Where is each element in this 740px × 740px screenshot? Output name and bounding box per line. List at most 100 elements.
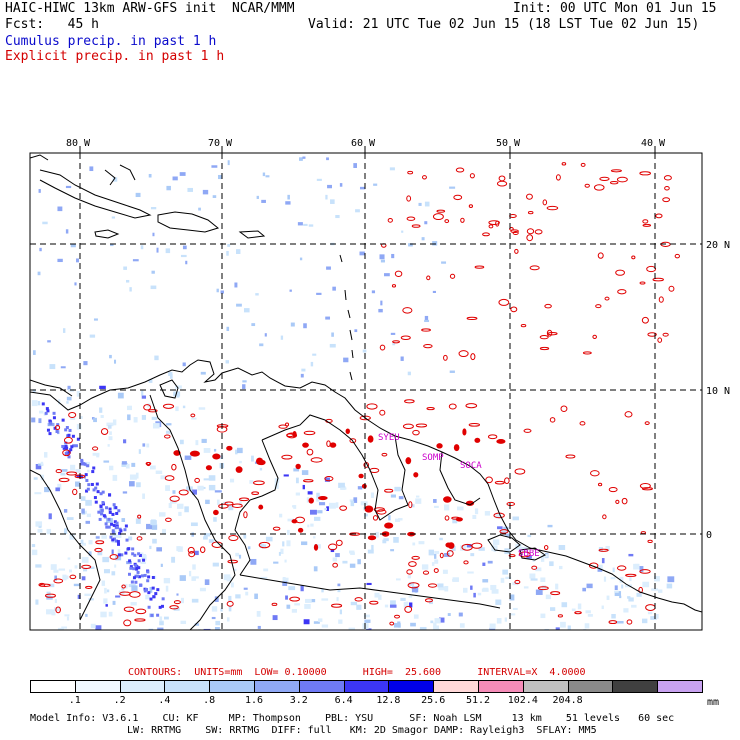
cumulus-cell — [104, 522, 108, 526]
cumulus-cell — [31, 400, 38, 407]
cumulus-cell — [250, 558, 257, 565]
cumulus-cell — [127, 572, 131, 576]
cumulus-cell — [113, 530, 117, 537]
explicit-contour — [546, 329, 553, 337]
cumulus-cell — [192, 489, 197, 495]
explicit-contour — [460, 217, 465, 223]
explicit-contour — [387, 218, 393, 223]
cumulus-cell — [362, 349, 367, 353]
explicit-contour — [381, 452, 388, 457]
cumulus-cell — [530, 578, 538, 581]
cumulus-cell — [463, 587, 468, 593]
cumulus-cell — [83, 510, 87, 515]
cumulus-cell — [326, 506, 329, 511]
explicit-contour — [394, 270, 403, 278]
cumulus-cell — [332, 286, 336, 291]
explicit-contour — [100, 428, 109, 435]
explicit-contour — [251, 491, 260, 495]
cumulus-cell — [44, 411, 48, 415]
cumulus-cell — [51, 611, 56, 616]
cumulus-cell — [328, 502, 336, 509]
colorbar-cell — [478, 680, 524, 693]
explicit-contour — [499, 529, 509, 534]
cumulus-cell — [149, 465, 156, 470]
colorbar-tick-label: 1.6 — [244, 695, 264, 706]
cumulus-cell — [64, 575, 69, 580]
colorbar-cell — [298, 680, 345, 693]
explicit-contour — [199, 546, 206, 554]
colorbar-cell — [119, 680, 166, 693]
cumulus-cell — [33, 477, 38, 480]
precip-map: 80 W 70 W 60 W 50 W 40 W 20 N 10 N 0 SYE… — [29, 138, 730, 631]
explicit-contour — [190, 413, 196, 418]
cumulus-cell — [280, 548, 284, 554]
cumulus-cell — [92, 488, 96, 492]
explicit-contour — [432, 213, 444, 220]
cumulus-cell — [165, 485, 170, 491]
cumulus-cell — [628, 597, 634, 602]
cumulus-cell — [137, 566, 141, 570]
cumulus-cell — [371, 290, 376, 294]
cumulus-cell — [101, 535, 107, 539]
explicit-contour — [621, 497, 628, 505]
cumulus-cell — [234, 282, 238, 288]
cumulus-cell — [54, 607, 61, 612]
cumulus-cell — [410, 622, 416, 627]
cumulus-cell — [135, 192, 141, 198]
explicit-contour — [498, 298, 510, 306]
cumulus-cell — [105, 506, 109, 510]
cumulus-cell — [137, 575, 141, 579]
explicit-contour — [228, 535, 239, 541]
cumulus-cell — [393, 537, 399, 543]
cumulus-cell — [274, 483, 279, 489]
cumulus-cell — [146, 443, 150, 448]
cumulus-cell — [373, 183, 378, 186]
cumulus-cell — [324, 508, 328, 511]
cumulus-cell — [541, 554, 548, 558]
cumulus-cell — [242, 384, 246, 390]
explicit-core — [257, 459, 266, 466]
cumulus-cell — [160, 563, 163, 567]
cumulus-cell — [109, 465, 114, 471]
cumulus-cell — [321, 598, 329, 601]
cumulus-cell — [474, 508, 479, 515]
explicit-contour — [639, 569, 651, 574]
colorbar-tick-label: .4 — [158, 695, 171, 706]
cumulus-cell — [433, 622, 437, 627]
cumulus-cell — [434, 550, 440, 554]
cumulus-cell — [169, 500, 177, 504]
cumulus-cell — [527, 534, 532, 538]
cumulus-cell — [389, 167, 395, 171]
cumulus-cell — [447, 613, 451, 616]
cumulus-cell — [96, 490, 100, 494]
cumulus-cell — [444, 552, 450, 557]
cumulus-cell — [371, 544, 374, 551]
cumulus-cell — [74, 565, 78, 569]
cumulus-cell — [107, 517, 111, 521]
cumulus-cell — [184, 455, 192, 460]
cumulus-cell — [284, 559, 287, 563]
forecast-hour: Fcst: 45 h — [5, 17, 99, 32]
cumulus-cell — [146, 579, 150, 583]
cumulus-cell — [135, 518, 141, 524]
cumulus-cell — [282, 581, 288, 586]
cumulus-cell — [64, 428, 68, 432]
explicit-contour — [455, 167, 465, 173]
cumulus-cell — [388, 515, 391, 521]
cumulus-cell — [290, 322, 295, 327]
explicit-contour — [303, 479, 314, 483]
cumulus-cell — [123, 439, 127, 444]
explicit-contour — [494, 480, 505, 485]
cumulus-cell — [177, 546, 183, 552]
cumulus-cell — [156, 588, 160, 592]
cumulus-cell — [86, 487, 90, 491]
explicit-contour — [349, 532, 361, 536]
cumulus-cell — [175, 406, 179, 412]
cumulus-cell — [83, 567, 88, 572]
cumulus-cell — [176, 503, 184, 509]
cumulus-cell — [142, 493, 145, 499]
cumulus-cell — [203, 628, 211, 630]
colorbar-tick-label: 3.2 — [289, 695, 308, 706]
explicit-contour — [66, 471, 78, 476]
explicit-contour — [469, 173, 475, 179]
